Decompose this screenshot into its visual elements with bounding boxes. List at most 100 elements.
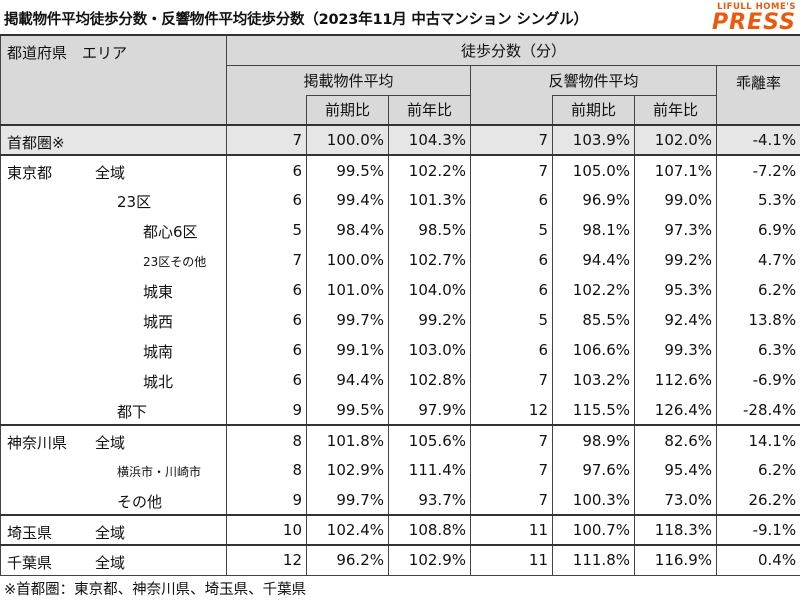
- response-prev-period-cell: 98.1%: [552, 215, 635, 245]
- logo-main-text: PRESS: [712, 10, 796, 35]
- listed-prev-year-cell: 99.2%: [388, 305, 471, 335]
- header-row-2: 掲載物件平均 反響物件平均 乖離率: [1, 65, 800, 126]
- gap-rate-cell: -6.9%: [716, 365, 800, 395]
- listed-prev-year-cell: 102.7%: [388, 245, 471, 275]
- page-header: 掲載物件平均徒歩分数・反響物件平均徒歩分数（2023年11月 中古マンション シ…: [0, 0, 800, 34]
- response-prev-period-cell: 102.2%: [552, 275, 635, 305]
- listed-prev-period-cell: 96.2%: [306, 544, 389, 576]
- listed-prev-year-cell: 102.2%: [388, 154, 471, 185]
- gap-rate-cell: 4.7%: [716, 245, 800, 275]
- prefecture-label: 首都圏※: [7, 134, 65, 152]
- listed-minutes-cell: 8: [226, 455, 307, 485]
- listed-prev-period-cell: 99.4%: [306, 185, 389, 215]
- response-minutes-cell: 7: [470, 485, 553, 515]
- area-cell: 都下: [0, 395, 227, 425]
- response-prev-period-cell: 85.5%: [552, 305, 635, 335]
- area-cell: 城東: [0, 275, 227, 305]
- listed-prev-year-cell: 93.7%: [388, 485, 471, 515]
- listed-minutes-cell: 6: [226, 275, 307, 305]
- table-row: 横浜市・川崎市 8 102.9% 111.4% 7 97.6% 95.4% 6.2%: [0, 455, 800, 485]
- response-minutes-cell: 6: [470, 245, 553, 275]
- response-prev-period-cell: 103.9%: [552, 125, 635, 155]
- response-prev-period-cell: 97.6%: [552, 455, 635, 485]
- gap-rate-cell: 14.1%: [716, 424, 800, 455]
- area-label: その他: [117, 493, 163, 511]
- listed-minutes-cell: 7: [226, 125, 307, 155]
- header-response-value-blank: [470, 95, 553, 126]
- table-row: 城北 6 94.4% 102.8% 7 103.2% 112.6% -6.9%: [0, 365, 800, 395]
- response-prev-period-cell: 105.0%: [552, 154, 635, 185]
- table-row: 首都圏※ 7 100.0% 104.3% 7 103.9% 102.0% -4.1%: [0, 125, 800, 155]
- header-listed-prev-period: 前期比: [306, 94, 389, 126]
- listed-prev-period-cell: 100.0%: [306, 125, 389, 155]
- gap-rate-cell: 0.4%: [716, 544, 800, 576]
- response-minutes-cell: 11: [470, 514, 553, 545]
- response-minutes-cell: 7: [470, 365, 553, 395]
- area-cell: 千葉県 全域: [0, 544, 227, 576]
- header-walking-minutes: 徒歩分数（分）: [226, 34, 800, 66]
- response-prev-year-cell: 95.3%: [634, 275, 717, 305]
- table-row: 城東 6 101.0% 104.0% 6 102.2% 95.3% 6.2%: [0, 275, 800, 305]
- listed-prev-year-cell: 111.4%: [388, 455, 471, 485]
- response-prev-year-cell: 126.4%: [634, 395, 717, 425]
- response-prev-period-cell: 100.3%: [552, 485, 635, 515]
- response-prev-period-cell: 103.2%: [552, 365, 635, 395]
- listed-minutes-cell: 6: [226, 365, 307, 395]
- response-prev-year-cell: 116.9%: [634, 544, 717, 576]
- footnote: ※首都圏：東京都、神奈川県、埼玉県、千葉県: [4, 582, 307, 598]
- area-label: 横浜市・川崎市: [117, 465, 202, 479]
- walking-minutes-table: 都道府県 エリア 徒歩分数（分） 掲載物件平均 反響物件平均 乖離率 前期比 前…: [0, 34, 800, 576]
- area-label: 都心6区: [143, 223, 198, 241]
- response-minutes-cell: 6: [470, 185, 553, 215]
- response-prev-period-cell: 96.9%: [552, 185, 635, 215]
- area-label: 全域: [95, 554, 126, 572]
- listed-prev-year-cell: 104.3%: [388, 125, 471, 155]
- response-prev-period-cell: 111.8%: [552, 544, 635, 576]
- listed-minutes-cell: 9: [226, 395, 307, 425]
- response-prev-year-cell: 97.3%: [634, 215, 717, 245]
- response-prev-year-cell: 95.4%: [634, 455, 717, 485]
- area-cell: 埼玉県 全域: [0, 514, 227, 545]
- prefecture-label: 神奈川県: [7, 434, 68, 452]
- area-label: 城西: [143, 313, 174, 331]
- area-label: 城南: [143, 343, 174, 361]
- header-listed-average: 掲載物件平均: [226, 65, 471, 95]
- area-label: 全域: [95, 434, 126, 452]
- listed-minutes-cell: 7: [226, 245, 307, 275]
- table-row: 神奈川県 全域 8 101.8% 105.6% 7 98.9% 82.6% 14.1%: [0, 424, 800, 455]
- gap-rate-cell: 26.2%: [716, 485, 800, 515]
- listed-prev-year-cell: 104.0%: [388, 275, 471, 305]
- header-row-1: 都道府県 エリア 徒歩分数（分）: [0, 34, 800, 126]
- table-row: その他 9 99.7% 93.7% 7 100.3% 73.0% 26.2%: [0, 485, 800, 515]
- table-row: 城西 6 99.7% 99.2% 5 85.5% 92.4% 13.8%: [0, 305, 800, 335]
- table-row: 都下 9 99.5% 97.9% 12 115.5% 126.4% -28.4%: [0, 395, 800, 425]
- listed-minutes-cell: 6: [226, 305, 307, 335]
- response-minutes-cell: 12: [470, 395, 553, 425]
- listed-minutes-cell: 5: [226, 215, 307, 245]
- area-label: 都下: [117, 403, 148, 421]
- listed-prev-year-cell: 97.9%: [388, 395, 471, 425]
- area-cell: 23区その他: [0, 245, 227, 275]
- area-cell: 都心6区: [0, 215, 227, 245]
- gap-rate-cell: 13.8%: [716, 305, 800, 335]
- table-row: 千葉県 全域 12 96.2% 102.9% 11 111.8% 116.9% 0.4%: [0, 544, 800, 576]
- prefecture-label: 千葉県: [7, 554, 53, 572]
- listed-prev-period-cell: 94.4%: [306, 365, 389, 395]
- gap-rate-cell: -28.4%: [716, 395, 800, 425]
- table-row: 城南 6 99.1% 103.0% 6 106.6% 99.3% 6.3%: [0, 335, 800, 365]
- response-prev-year-cell: 99.0%: [634, 185, 717, 215]
- prefecture-label: 埼玉県: [7, 524, 53, 542]
- response-prev-period-cell: 106.6%: [552, 335, 635, 365]
- listed-minutes-cell: 9: [226, 485, 307, 515]
- listed-minutes-cell: 12: [226, 544, 307, 576]
- gap-rate-cell: -7.2%: [716, 154, 800, 185]
- table-row: 23区その他 7 100.0% 102.7% 6 94.4% 99.2% 4.7%: [0, 245, 800, 275]
- listed-prev-period-cell: 98.4%: [306, 215, 389, 245]
- header-response-average: 反響物件平均: [470, 65, 717, 95]
- listed-prev-year-cell: 108.8%: [388, 514, 471, 545]
- area-cell: その他: [0, 485, 227, 515]
- table-row: 埼玉県 全域 10 102.4% 108.8% 11 100.7% 118.3% -9.1%: [0, 514, 800, 545]
- gap-rate-cell: 6.2%: [716, 275, 800, 305]
- listed-minutes-cell: 6: [226, 185, 307, 215]
- response-prev-year-cell: 112.6%: [634, 365, 717, 395]
